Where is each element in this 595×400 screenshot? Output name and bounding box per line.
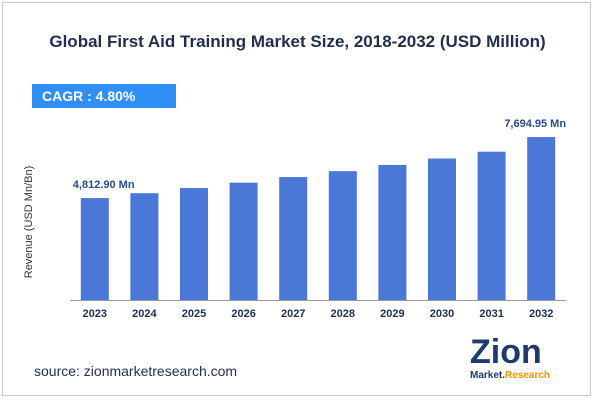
logo-subtitle: Market.Research: [470, 370, 550, 381]
x-tick-label: 2023: [83, 308, 107, 320]
bar-2029: [378, 164, 407, 300]
bar-2032: [527, 137, 556, 300]
x-tick-label: 2027: [281, 308, 305, 320]
x-tick-label: 2028: [331, 308, 355, 320]
bar-2026: [229, 182, 258, 300]
x-tick-label: 2031: [479, 308, 503, 320]
x-tick-label: 2032: [529, 308, 553, 320]
logo-sub-market: Market.: [470, 370, 506, 381]
bar-2030: [428, 158, 456, 300]
x-tick-label: 2029: [380, 308, 404, 320]
x-tick-label: 2026: [231, 308, 255, 320]
bar-2024: [130, 193, 159, 300]
logo-sub-research: Research: [505, 370, 551, 381]
zion-logo: Zion Market.Research: [470, 334, 570, 386]
bar-2028: [328, 171, 357, 300]
x-tick-label: 2024: [132, 308, 157, 320]
data-label-2023: 4,812.90 Mn: [73, 179, 135, 191]
x-tick-label: 2025: [182, 308, 206, 320]
data-label-2032: 7,694.95 Mn: [504, 118, 566, 130]
bar-2023: [80, 198, 109, 300]
logo-wordmark: Zion: [470, 333, 542, 371]
bar-2031: [477, 151, 506, 300]
source-text: source: zionmarketresearch.com: [34, 363, 238, 379]
cagr-badge: CAGR : 4.80%: [32, 84, 176, 108]
bar-2027: [279, 177, 308, 300]
bar-2025: [180, 188, 208, 300]
x-tick-label: 2030: [430, 308, 454, 320]
chart-title: Global First Aid Training Market Size, 2…: [49, 32, 546, 51]
